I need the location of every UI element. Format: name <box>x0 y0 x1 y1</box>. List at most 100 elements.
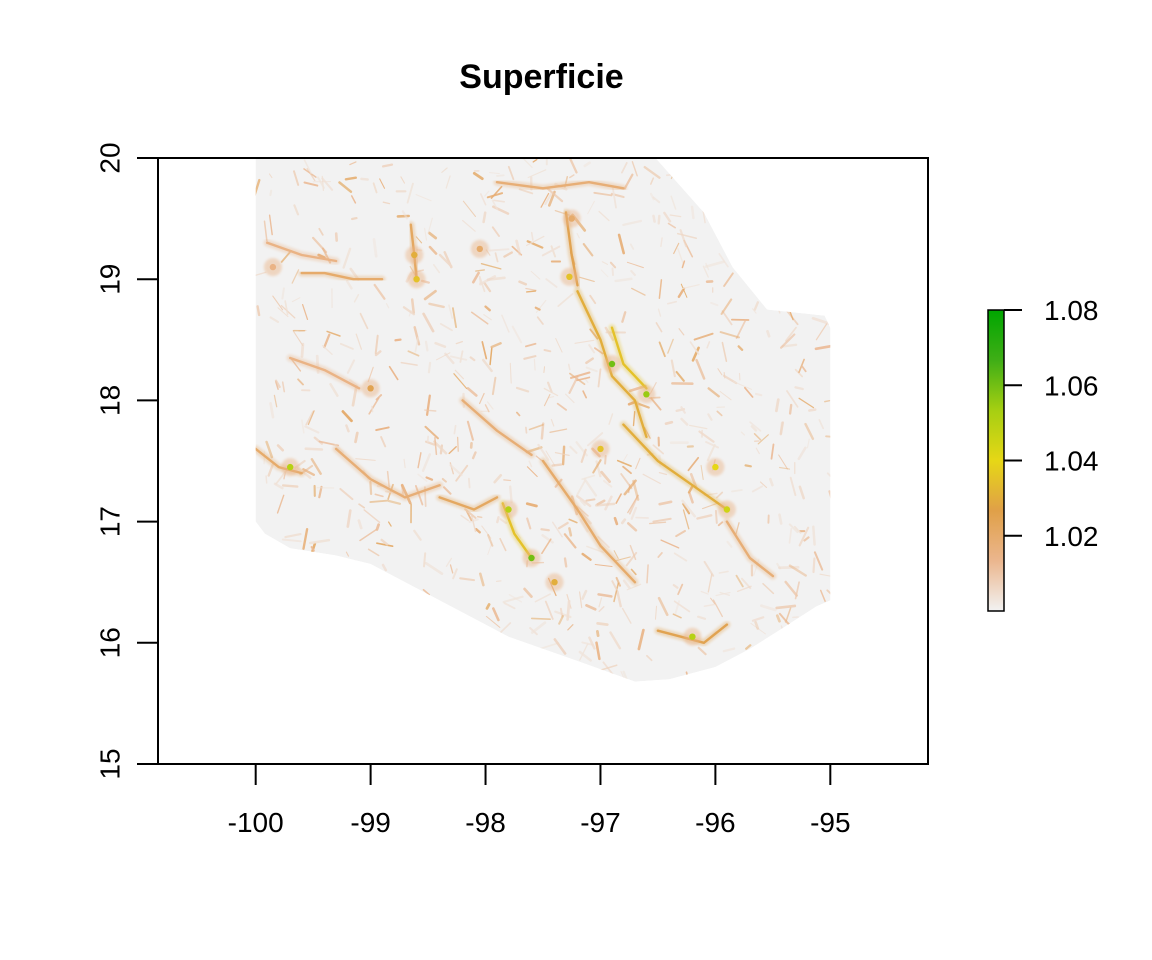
texture-streak <box>794 623 809 629</box>
texture-streak <box>786 390 799 408</box>
texture-streak <box>593 191 613 197</box>
texture-streak <box>826 472 831 480</box>
texture-streak <box>422 588 431 596</box>
texture-streak <box>646 654 653 662</box>
texture-streak <box>375 426 390 432</box>
texture-streak <box>496 516 500 524</box>
texture-streak <box>588 344 596 354</box>
peak-point <box>505 506 512 513</box>
texture-streak <box>460 514 470 522</box>
texture-streak <box>339 487 354 501</box>
texture-streak <box>581 474 596 481</box>
texture-streak <box>587 200 595 215</box>
texture-streak <box>706 443 716 462</box>
texture-streak <box>428 302 445 309</box>
texture-streak <box>720 207 728 221</box>
texture-streak <box>467 673 474 682</box>
texture-streak <box>675 529 686 538</box>
texture-streak <box>731 489 743 493</box>
texture-streak <box>798 526 810 547</box>
x-tick-label: -97 <box>580 807 620 838</box>
texture-streak <box>369 499 388 504</box>
texture-streak <box>583 161 591 168</box>
texture-streak <box>631 287 646 296</box>
ridge-line <box>576 290 648 438</box>
texture-streak <box>737 233 745 237</box>
texture-streak <box>486 629 495 640</box>
texture-streak <box>695 358 706 380</box>
texture-streak <box>544 600 554 620</box>
texture-streak <box>785 191 791 205</box>
texture-streak <box>454 369 464 380</box>
texture-streak <box>277 636 293 640</box>
texture-streak <box>374 334 379 355</box>
texture-streak <box>293 204 300 216</box>
texture-streak <box>754 620 760 630</box>
texture-streak <box>759 481 768 489</box>
texture-streak <box>565 676 570 682</box>
texture-streak <box>525 287 537 291</box>
texture-streak <box>307 410 315 426</box>
texture-streak <box>813 551 824 571</box>
texture-streak <box>800 227 812 246</box>
texture-streak <box>304 447 324 451</box>
texture-streak <box>551 659 562 667</box>
texture-streak <box>658 341 666 358</box>
texture-streak <box>594 502 616 507</box>
texture-streak <box>812 525 816 546</box>
texture-streak <box>768 645 786 659</box>
texture-streak <box>429 637 438 643</box>
ridge-line <box>622 423 729 511</box>
texture-streak <box>768 254 786 264</box>
texture-streak <box>410 650 416 662</box>
texture-streak <box>643 165 661 179</box>
texture-streak <box>652 196 661 204</box>
texture-streak <box>751 485 764 493</box>
texture-streak <box>566 599 571 621</box>
texture-streak <box>581 552 592 561</box>
texture-streak <box>787 637 796 658</box>
texture-streak <box>744 386 754 398</box>
texture-streak <box>471 271 480 284</box>
texture-streak <box>613 582 620 603</box>
texture-streak <box>455 464 469 482</box>
texture-streak <box>479 392 485 405</box>
texture-streak <box>680 283 688 298</box>
texture-streak <box>657 308 662 317</box>
texture-streak <box>620 473 633 490</box>
texture-streak <box>568 527 573 537</box>
texture-streak <box>268 173 273 179</box>
texture-streak <box>382 623 403 630</box>
texture-streak <box>387 521 392 527</box>
texture-streak <box>616 590 622 608</box>
texture-streak <box>705 440 720 449</box>
texture-streak <box>569 174 575 179</box>
texture-streak <box>622 465 632 475</box>
texture-streak <box>406 182 414 204</box>
texture-streak <box>825 211 831 216</box>
texture-streak <box>673 552 688 562</box>
texture-streak <box>646 564 649 584</box>
texture-streak <box>275 689 278 704</box>
texture-streak <box>532 158 538 163</box>
texture-streak <box>355 333 363 350</box>
texture-streak <box>263 220 268 242</box>
y-tick-label: 16 <box>94 627 125 658</box>
texture-streak <box>601 261 609 265</box>
texture-streak <box>367 366 374 383</box>
texture-streak <box>341 410 353 423</box>
texture-streak <box>803 536 810 542</box>
texture-streak <box>523 587 533 598</box>
texture-streak <box>480 263 502 270</box>
texture-streak <box>267 671 285 682</box>
texture-streak <box>540 192 550 208</box>
texture-streak <box>265 440 274 459</box>
texture-streak <box>579 591 583 609</box>
texture-streak <box>400 176 406 184</box>
texture-streak <box>373 683 375 688</box>
texture-streak <box>302 618 316 636</box>
texture-streak <box>569 158 578 174</box>
texture-streak <box>670 359 676 378</box>
texture-streak <box>763 652 769 655</box>
texture-streak <box>762 582 775 595</box>
